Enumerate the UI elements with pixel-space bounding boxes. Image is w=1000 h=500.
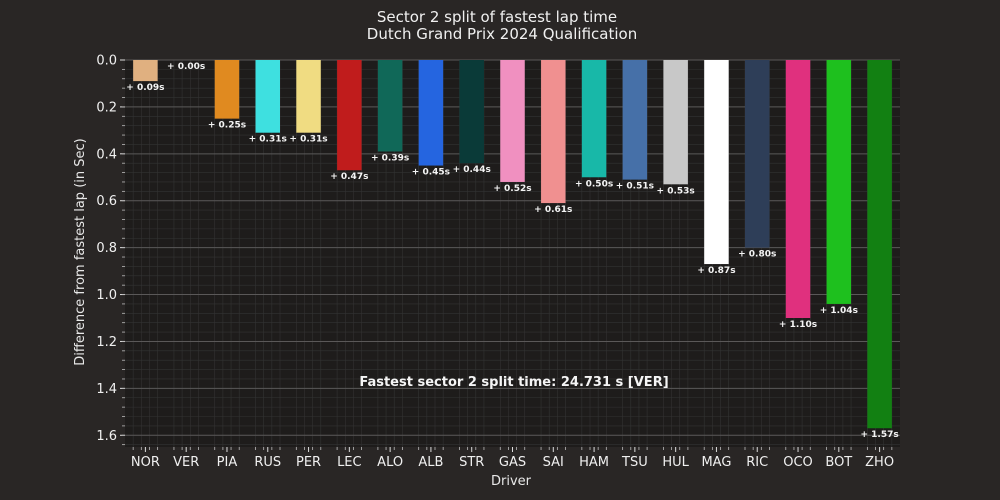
x-tick-label: PER <box>296 455 321 470</box>
bar-value-label: + 0.52s <box>493 184 531 194</box>
bar-value-label: + 0.45s <box>412 168 450 178</box>
bar-oco <box>785 60 811 318</box>
y-tick-label: 0.8 <box>96 241 117 256</box>
bar-sai <box>541 60 566 204</box>
bar-tsu <box>622 60 648 180</box>
axes: 0.0 0.2 0.4 0.6 0.8 1.0 1.2 1.4 1.6 NOR VER PIA RUS P… <box>96 54 894 471</box>
bar-alo <box>377 60 403 152</box>
bar-value-label: + 0.47s <box>330 172 368 182</box>
bar-value-label: + 0.53s <box>657 186 695 196</box>
bar-mag <box>704 60 729 265</box>
x-tick-label: VER <box>173 455 199 470</box>
x-tick-label: ALO <box>377 455 403 470</box>
bar-value-label: + 0.25s <box>208 121 246 131</box>
bar-ric <box>745 60 770 248</box>
y-axis-label: Difference from fastest lap (in Sec) <box>73 138 88 365</box>
x-tick-label: OCO <box>783 455 813 470</box>
bar-value-label: + 0.09s <box>126 83 164 93</box>
chart-title-line-1: Sector 2 split of fastest lap time <box>377 8 617 26</box>
y-tick-label: 0.6 <box>96 194 117 209</box>
x-tick-label: GAS <box>499 455 526 470</box>
bar-gas <box>500 60 525 182</box>
x-tick-label: PIA <box>217 455 238 470</box>
y-tick-label: 0.2 <box>96 100 117 115</box>
bar-value-label: + 0.50s <box>575 179 613 189</box>
x-tick-label: LEC <box>337 455 362 470</box>
y-tick-label: 1.2 <box>96 335 117 350</box>
bar-value-label: + 0.61s <box>534 205 572 215</box>
x-tick-label: NOR <box>131 455 160 470</box>
y-tick-label: 1.0 <box>96 288 117 303</box>
chart-title-line-2: Dutch Grand Prix 2024 Qualification <box>367 25 637 43</box>
bar-value-label: + 0.51s <box>616 182 654 192</box>
x-tick-label: MAG <box>701 455 731 470</box>
x-tick-label: RIC <box>746 455 768 470</box>
fastest-time-annotation: Fastest sector 2 split time: 24.731 s [V… <box>359 375 668 390</box>
bar-nor <box>133 60 158 82</box>
x-tick-label: HAM <box>579 455 609 470</box>
bar-value-label: + 0.31s <box>249 135 287 145</box>
x-tick-label: STR <box>459 455 484 470</box>
bar-value-label: + 0.00s <box>167 62 205 72</box>
bar-per <box>296 60 321 133</box>
y-tick-label: 1.4 <box>96 382 117 397</box>
bar-bot <box>826 60 852 304</box>
x-tick-label: RUS <box>254 455 281 470</box>
x-tick-label: BOT <box>825 455 852 470</box>
bars: + 0.09s+ 0.00s+ 0.25s+ 0.31s + 0.31s+ 0.4… <box>126 60 899 440</box>
x-tick-label: ZHO <box>865 455 894 470</box>
y-tick-label: 0.4 <box>96 147 117 162</box>
bar-rus <box>255 60 280 133</box>
x-tick-label: TSU <box>621 455 648 470</box>
bar-value-label: + 0.44s <box>453 165 491 175</box>
bar-value-label: + 1.04s <box>820 306 858 316</box>
bar-value-label: + 1.10s <box>779 320 817 330</box>
bar-pia <box>214 60 240 119</box>
bar-zho <box>867 60 892 429</box>
y-tick-label: 1.6 <box>96 429 117 444</box>
x-tick-label: HUL <box>662 455 689 470</box>
y-tick-label: 0.0 <box>96 54 117 69</box>
bar-alb <box>418 60 444 166</box>
x-tick-label: SAI <box>543 455 564 470</box>
bar-hul <box>663 60 688 185</box>
x-tick-label: ALB <box>418 455 443 470</box>
bar-ham <box>581 60 607 178</box>
bar-value-label: + 1.57s <box>860 430 898 440</box>
bar-value-label: + 0.87s <box>697 266 735 276</box>
bar-lec <box>337 60 362 171</box>
bar-str <box>459 60 484 164</box>
bar-value-label: + 0.80s <box>738 250 776 260</box>
bar-value-label: + 0.31s <box>289 135 327 145</box>
x-axis-label: Driver <box>491 474 532 489</box>
bar-value-label: + 0.39s <box>371 153 409 163</box>
